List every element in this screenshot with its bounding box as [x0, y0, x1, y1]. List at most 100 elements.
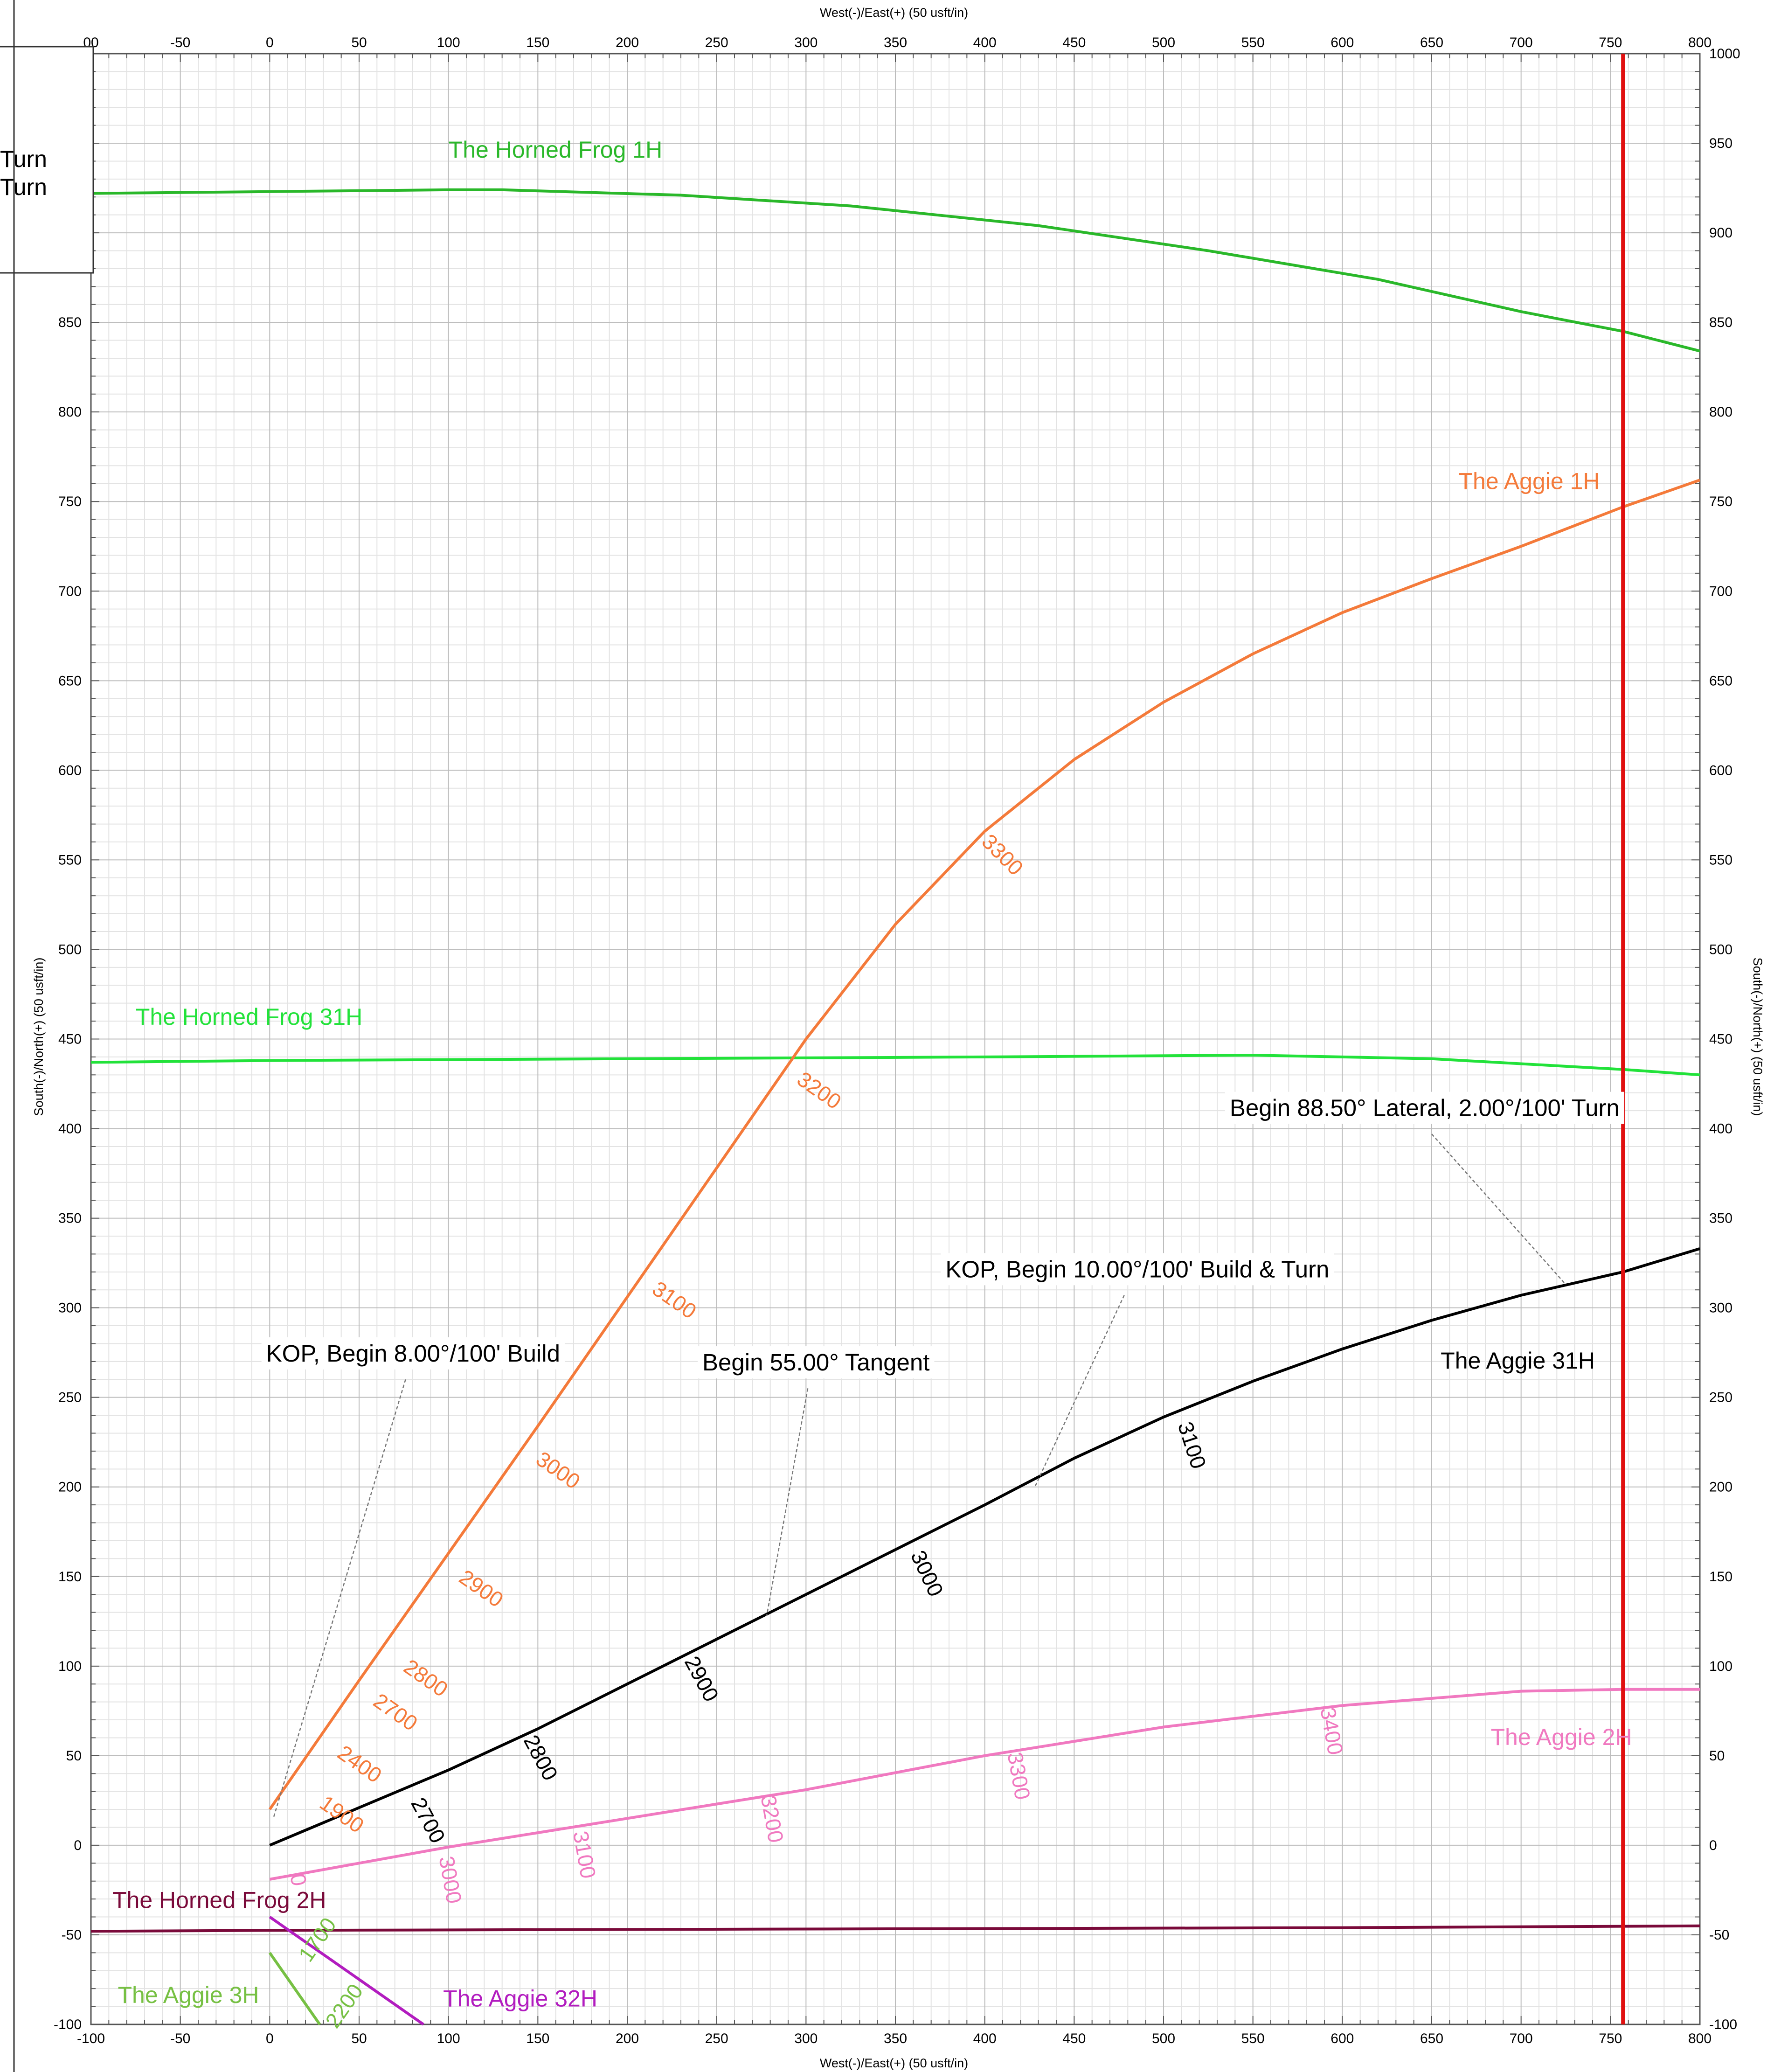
y-tick-label-left: 100	[58, 1659, 82, 1674]
x-tick-label-top: 650	[1420, 35, 1443, 50]
y-tick-label-right: 750	[1709, 494, 1732, 509]
y-tick-label-right: 100	[1709, 1659, 1732, 1674]
well-paths	[90, 188, 1700, 2026]
x-tick-label-bottom: 0	[266, 2031, 274, 2046]
x-tick-label-top: 250	[705, 35, 728, 50]
x-tick-label-top: -50	[170, 35, 190, 50]
y-tick-label-left: 800	[58, 404, 82, 420]
y-tick-label-right: -100	[1709, 2017, 1737, 2032]
y-tick-label-right: 0	[1709, 1838, 1717, 1853]
y-tick-label-right: 1000	[1709, 46, 1740, 62]
x-tick-label-top: 550	[1241, 35, 1265, 50]
legend-entry: Turn	[0, 174, 47, 200]
x-tick-label-top: 300	[794, 35, 818, 50]
y-tick-label-left: 600	[58, 763, 82, 778]
x-tick-label-bottom: 200	[616, 2031, 639, 2046]
well-path	[269, 1916, 424, 2026]
x-tick-label-bottom: 550	[1241, 2031, 1265, 2046]
x-tick-label-bottom: 800	[1688, 2031, 1712, 2046]
x-tick-label-bottom: 350	[884, 2031, 907, 2046]
y-tick-label-right: 400	[1709, 1121, 1732, 1137]
well-label: The Aggie 1H	[1459, 468, 1600, 494]
annotation-text: KOP, Begin 8.00°/100' Build	[266, 1340, 560, 1367]
y-tick-label-left: 750	[58, 494, 82, 509]
y-tick-label-left: 0	[74, 1838, 82, 1853]
y-tick-label-left: 400	[58, 1121, 82, 1137]
y-tick-label-right: 250	[1709, 1390, 1732, 1405]
y-tick-label-right: 650	[1709, 673, 1732, 688]
y-tick-label-right: 850	[1709, 315, 1732, 330]
x-tick-label-bottom: 500	[1152, 2031, 1175, 2046]
annotation-text: KOP, Begin 10.00°/100' Build & Turn	[945, 1256, 1329, 1282]
x-tick-label-top: 50	[351, 35, 367, 50]
well-path	[269, 1247, 1700, 1847]
well-labels: The Horned Frog 1H The Horned Frog 31H The…	[112, 137, 1632, 2012]
y-tick-label-right: -50	[1709, 1927, 1729, 1943]
x-tick-label-top: 0	[266, 35, 274, 50]
y-tick-label-right: 600	[1709, 763, 1732, 778]
annotation-background	[261, 1337, 565, 1370]
tick-marks	[90, 53, 1700, 2025]
y-tick-label-right: 150	[1709, 1569, 1732, 1585]
y-tick-label-right: 800	[1709, 404, 1732, 420]
x-tick-label-bottom: 400	[973, 2031, 997, 2046]
annotation-pointer	[766, 1388, 809, 1616]
x-tick-label-bottom: 150	[526, 2031, 549, 2046]
y-tick-label-left: 250	[58, 1390, 82, 1405]
annotation-pointer	[1034, 1295, 1125, 1488]
y-tick-label-right: 500	[1709, 942, 1732, 957]
y-tick-label-left: 550	[58, 852, 82, 868]
y-tick-label-right: 950	[1709, 136, 1732, 151]
tick-labels: 0 0 -100 -50 -50 0 0 50 50 100 100 150 150 200 200 250 2…	[54, 35, 1740, 2046]
y-tick-label-right: 450	[1709, 1032, 1732, 1047]
well-label: The Aggie 31H	[1441, 1348, 1595, 1374]
well-path	[90, 1054, 1700, 1077]
y-tick-label-left: 150	[58, 1569, 82, 1585]
annotation-background	[1225, 1092, 1624, 1124]
annotation-background	[698, 1346, 935, 1379]
x-tick-label-bottom: 300	[794, 2031, 818, 2046]
y-tick-label-left: 650	[58, 673, 82, 688]
y-axis-title-left: South(-)/North(+) (50 usft/in)	[32, 958, 46, 1116]
x-tick-label-top: 200	[616, 35, 639, 50]
y-tick-label-left: 850	[58, 315, 82, 330]
x-tick-label-bottom: 250	[705, 2031, 728, 2046]
legend-frame	[0, 46, 94, 274]
well-path	[90, 1924, 1700, 1933]
y-tick-label-left: 200	[58, 1480, 82, 1495]
x-tick-label-bottom: 650	[1420, 2031, 1443, 2046]
annotation-background	[941, 1253, 1334, 1286]
x-tick-label-top: 350	[884, 35, 907, 50]
well-label: The Aggie 2H	[1491, 1724, 1632, 1750]
x-tick-label-bottom: -50	[170, 2031, 190, 2046]
x-axis-title-bottom: West(-)/East(+) (50 usft/in)	[820, 2056, 968, 2070]
y-tick-label-left: 350	[58, 1211, 82, 1226]
y-tick-label-right: 350	[1709, 1211, 1732, 1226]
well-label: The Aggie 32H	[443, 1986, 597, 2012]
major-grid	[90, 53, 1700, 2025]
x-tick-label-top: 400	[973, 35, 997, 50]
x-tick-label-bottom: 750	[1599, 2031, 1622, 2046]
y-tick-label-right: 50	[1709, 1748, 1725, 1764]
y-tick-label-left: -100	[54, 2017, 82, 2032]
x-tick-label-bottom: 600	[1330, 2031, 1354, 2046]
x-tick-label-bottom: 450	[1062, 2031, 1086, 2046]
annotation-text: Begin 88.50° Lateral, 2.00°/100' Turn	[1230, 1095, 1620, 1121]
well-path	[268, 479, 1700, 1810]
y-tick-label-right: 900	[1709, 225, 1732, 241]
y-tick-label-left: 50	[66, 1748, 82, 1764]
axis-titles: West(-)/East(+) (50 usft/in) West(-)/East…	[32, 6, 1765, 2070]
well-label: The Horned Frog 1H	[449, 137, 663, 163]
x-tick-label-top: 700	[1510, 35, 1533, 50]
x-tick-label-bottom: 100	[437, 2031, 460, 2046]
y-tick-label-right: 200	[1709, 1480, 1732, 1495]
well-label: The Horned Frog 31H	[136, 1004, 362, 1030]
well-label: The Aggie 3H	[118, 1982, 259, 2008]
well-label: The Horned Frog 2H	[112, 1887, 326, 1913]
annotation-text: Begin 55.00° Tangent	[702, 1349, 929, 1376]
x-tick-label-top: 100	[437, 35, 460, 50]
x-tick-label-bottom: 50	[351, 2031, 367, 2046]
y-tick-label-right: 700	[1709, 584, 1732, 599]
